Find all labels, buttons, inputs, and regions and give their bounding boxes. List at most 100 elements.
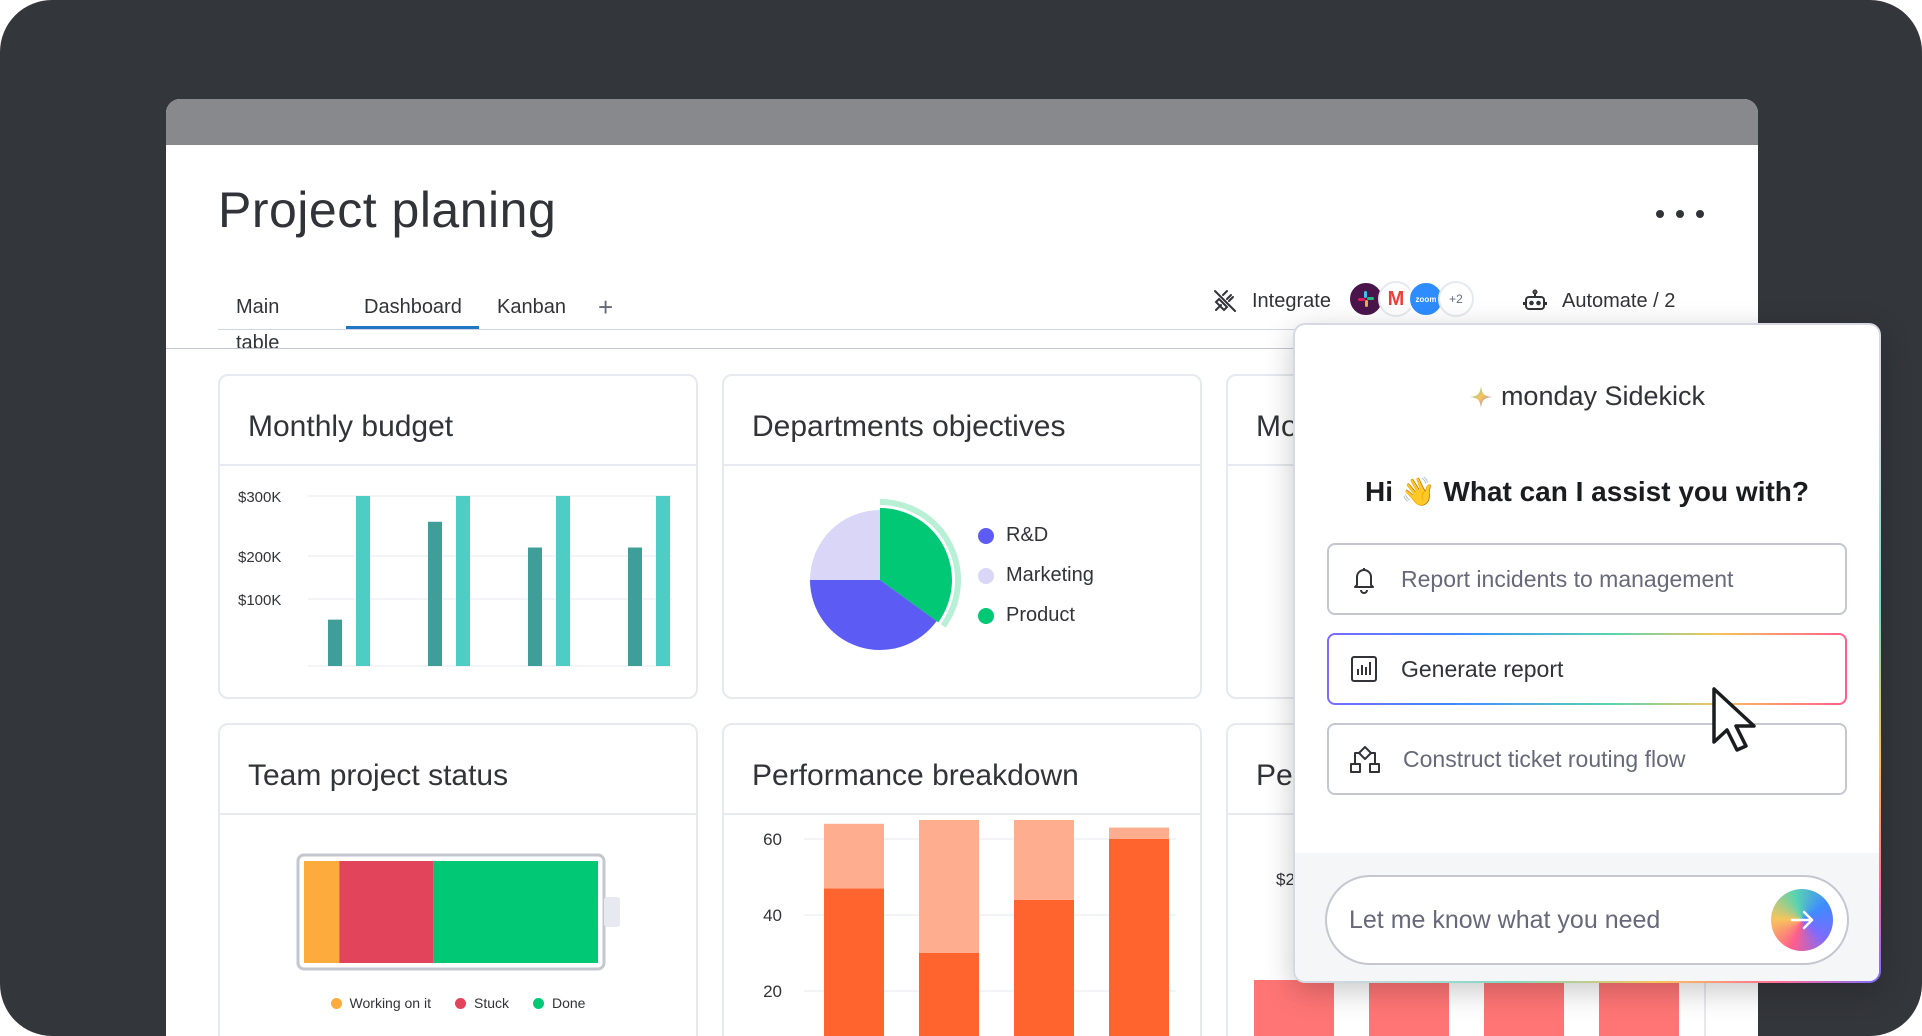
legend-swatch: [330, 997, 342, 1009]
performance-bar-segment: [1014, 899, 1074, 1036]
budget-bar: [328, 619, 342, 666]
tab-kanban[interactable]: Kanban: [497, 296, 566, 318]
tab-dashboard[interactable]: Dashboard: [346, 289, 479, 329]
widget-performance-breakdown[interactable]: Performance breakdown 0204060: [722, 723, 1202, 1036]
more-options-button[interactable]: [1656, 199, 1704, 229]
status-legend-done: Done: [533, 995, 585, 1011]
mouse-pointer-icon: [1712, 687, 1756, 752]
pie-slice: [810, 510, 880, 580]
widget-monthly-budget[interactable]: Monthly budget $300K $200K $100K: [218, 374, 698, 699]
tab-main-table[interactable]: Main table: [236, 296, 280, 354]
widget-title: Mo: [1256, 410, 1298, 443]
budget-bar: [528, 547, 542, 666]
window-titlebar: [166, 99, 1758, 145]
integrations-more-count: +2: [1438, 281, 1474, 317]
partial-bar: [1254, 980, 1334, 1036]
y-tick-label: $200K: [238, 549, 281, 566]
send-button[interactable]: [1771, 889, 1833, 951]
view-tabs: Main table Dashboard Kanban +: [218, 289, 627, 354]
budget-bar: [428, 521, 442, 666]
legend-label: Product: [1006, 604, 1075, 626]
widget-title: Departments objectives: [752, 410, 1066, 443]
dot-icon: [1656, 210, 1664, 218]
add-view-button[interactable]: +: [598, 292, 614, 322]
pie-slice-highlight: [879, 499, 961, 628]
option-label: Generate report: [1401, 655, 1564, 682]
legend-item-marketing: Marketing: [978, 564, 1094, 587]
option-report-incidents[interactable]: Report incidents to management: [1327, 543, 1847, 615]
battery-cap: [604, 897, 620, 927]
automate-label: Automate / 2: [1562, 289, 1676, 312]
legend-label: Done: [552, 995, 586, 1011]
option-label: Report incidents to management: [1401, 565, 1734, 592]
robot-icon: [1523, 289, 1547, 310]
y-tick-label: $100K: [238, 592, 281, 609]
status-segment: [433, 861, 598, 963]
budget-bar: [456, 496, 470, 666]
partial-bar: [1484, 980, 1564, 1036]
legend-label: Working on it: [349, 995, 431, 1011]
status-legend: Working on it Stuck Done: [220, 995, 696, 1011]
legend-label: Marketing: [1006, 564, 1094, 586]
option-ticket-routing[interactable]: Construct ticket routing flow: [1327, 723, 1847, 795]
gmail-icon: M: [1378, 281, 1414, 317]
page-title: Project planing: [218, 182, 557, 238]
option-generate-report[interactable]: Generate report: [1327, 633, 1847, 705]
sidekick-brand-label: monday Sidekick: [1500, 381, 1706, 411]
status-segment: [339, 861, 434, 963]
plug-icon: [1214, 290, 1236, 312]
y-tick-label: $300K: [238, 489, 281, 506]
integrate-label: Integrate: [1252, 289, 1331, 312]
sidekick-body: monday Sidekick Hi 👋 What can I assist y…: [1295, 325, 1879, 981]
legend-swatch: [533, 997, 544, 1009]
dot-icon: [1696, 210, 1704, 218]
team-status-battery-chart: [296, 853, 620, 971]
sidekick-greeting: Hi 👋 What can I assist you with?: [1364, 476, 1810, 507]
arrow-right-icon: [1790, 910, 1814, 930]
legend-item-product: Product: [978, 604, 1075, 627]
performance-bar-segment: [1109, 839, 1169, 1036]
integration-badges[interactable]: M zoom +2: [1348, 281, 1474, 321]
status-legend-stuck: Stuck: [454, 995, 509, 1011]
partial-bar: [1599, 980, 1679, 1036]
legend-label: R&D: [1006, 524, 1049, 546]
legend-swatch: [978, 527, 994, 544]
status-legend-working: Working on it: [330, 995, 431, 1011]
widget-departments-objectives[interactable]: Departments objectives R&D Marketing Pro…: [722, 374, 1202, 699]
legend-item-rd: R&D: [978, 524, 1048, 547]
budget-bar: [628, 547, 642, 666]
pie-slice: [880, 508, 952, 623]
automate-button[interactable]: Automate / 2: [1522, 281, 1675, 321]
status-segment: [304, 861, 340, 963]
budget-bar: [556, 496, 570, 666]
partial-bar-chart: $2: [1254, 870, 1679, 1036]
header-divider: [166, 348, 1758, 349]
budget-bar: [656, 496, 670, 666]
monthly-budget-chart: $300K $200K $100K: [238, 489, 672, 667]
widget-divider: [220, 464, 696, 466]
widget-title: Monthly budget: [248, 410, 454, 443]
pie-slice: [810, 580, 937, 650]
departments-pie-chart: [810, 499, 961, 650]
performance-bar-segment: [1109, 827, 1169, 839]
sidekick-panel: monday Sidekick Hi 👋 What can I assist y…: [1293, 323, 1881, 983]
legend-swatch: [978, 567, 994, 584]
legend-label: Stuck: [473, 995, 509, 1011]
bell-icon: [1354, 568, 1374, 594]
sidekick-brand: monday Sidekick: [1295, 381, 1879, 412]
y-tick-label: 40: [763, 906, 782, 925]
widget-title: Performance breakdown: [752, 759, 1079, 792]
sidekick-prompt-input[interactable]: [1325, 875, 1849, 965]
performance-bar-segment: [1014, 820, 1074, 900]
performance-stacked-chart: 0204060: [763, 820, 1176, 1036]
option-label: Construct ticket routing flow: [1403, 745, 1686, 772]
integrate-button[interactable]: Integrate: [1212, 281, 1331, 321]
y-tick-label: 20: [763, 982, 782, 1001]
performance-bar-segment: [919, 953, 979, 1036]
widget-team-project-status[interactable]: Team project status Working on it Stuck …: [218, 723, 698, 1036]
dot-icon: [1676, 210, 1684, 218]
performance-bar-segment: [919, 820, 979, 953]
y-tick-label: $2: [1276, 870, 1295, 889]
performance-bar-segment: [824, 823, 884, 889]
